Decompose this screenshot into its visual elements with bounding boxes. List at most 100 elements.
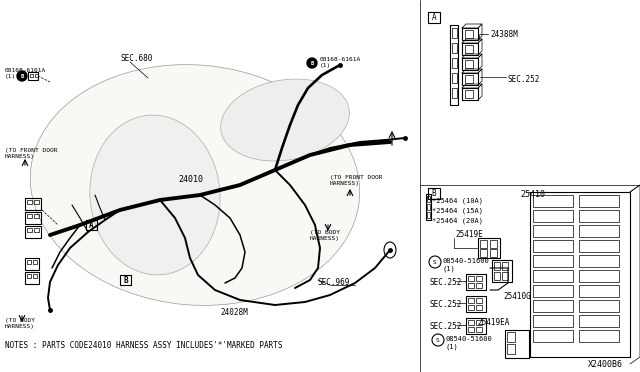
Text: SEC.252: SEC.252 <box>430 300 462 309</box>
Text: A: A <box>89 221 94 230</box>
Bar <box>533 255 573 267</box>
Text: 08168-6161A
(1): 08168-6161A (1) <box>320 57 361 68</box>
Bar <box>468 327 474 332</box>
Text: (TO BODY
HARNESS): (TO BODY HARNESS) <box>5 318 35 329</box>
Bar <box>480 240 487 248</box>
Bar <box>476 327 482 332</box>
Text: 25419EA: 25419EA <box>477 318 509 327</box>
Bar <box>466 274 486 290</box>
Bar <box>462 88 478 100</box>
Text: SEC.252: SEC.252 <box>430 278 462 287</box>
Bar <box>27 200 32 204</box>
Text: SEC.252: SEC.252 <box>508 75 540 84</box>
Bar <box>452 28 457 38</box>
Ellipse shape <box>221 79 349 161</box>
Text: A: A <box>432 13 436 22</box>
Bar <box>533 210 573 222</box>
Text: 25410: 25410 <box>520 190 545 199</box>
Text: 25410G: 25410G <box>503 292 531 301</box>
Bar <box>30 74 33 77</box>
Bar <box>466 318 486 334</box>
Bar <box>579 210 619 222</box>
Bar <box>25 272 39 284</box>
Bar <box>452 88 457 98</box>
Bar <box>579 270 619 282</box>
Text: *25464 (10A): *25464 (10A) <box>432 197 483 203</box>
Bar <box>465 30 473 38</box>
Bar <box>452 58 457 68</box>
Bar <box>533 315 573 327</box>
Bar <box>462 43 478 55</box>
Bar <box>34 228 39 232</box>
Bar <box>507 344 515 354</box>
Bar <box>468 276 474 281</box>
Text: SEC.252: SEC.252 <box>430 322 462 331</box>
Bar <box>468 298 474 303</box>
Bar <box>533 195 573 207</box>
Bar <box>533 285 573 297</box>
Bar <box>466 296 486 312</box>
Bar <box>35 74 38 77</box>
Circle shape <box>17 71 27 81</box>
Text: (TO FRONT DOOR
HARNESS): (TO FRONT DOOR HARNESS) <box>330 175 383 186</box>
Bar <box>468 305 474 310</box>
Text: *25464 (15A): *25464 (15A) <box>432 207 483 214</box>
Text: B: B <box>432 189 436 198</box>
Bar <box>34 200 39 204</box>
Text: SEC.969: SEC.969 <box>318 278 350 287</box>
Text: B: B <box>123 276 128 285</box>
Bar <box>533 300 573 312</box>
Bar <box>27 214 32 218</box>
Bar <box>428 188 440 199</box>
Text: NOTES : PARTS CODE24010 HARNESS ASSY INCLUDES'*'MARKED PARTS: NOTES : PARTS CODE24010 HARNESS ASSY INC… <box>5 341 282 350</box>
Bar <box>480 249 487 257</box>
Bar <box>579 240 619 252</box>
Bar <box>478 238 500 258</box>
Bar <box>579 195 619 207</box>
Text: 24388M: 24388M <box>490 30 518 39</box>
Bar <box>25 212 41 224</box>
Bar <box>533 240 573 252</box>
Text: 08540-51600
(1): 08540-51600 (1) <box>443 258 490 272</box>
Bar <box>579 225 619 237</box>
Text: 24028M: 24028M <box>220 308 248 317</box>
Bar <box>502 272 508 280</box>
Bar <box>505 330 529 358</box>
Bar <box>465 90 473 98</box>
Text: S: S <box>436 337 440 343</box>
Bar <box>579 300 619 312</box>
Bar <box>450 25 458 105</box>
Bar <box>579 285 619 297</box>
Bar <box>490 240 497 248</box>
Bar <box>502 262 508 270</box>
Bar <box>427 196 430 202</box>
Bar <box>494 262 500 270</box>
Bar <box>476 305 482 310</box>
Bar <box>34 214 39 218</box>
Bar <box>25 226 41 238</box>
Bar <box>33 274 37 278</box>
Bar <box>25 258 39 270</box>
Bar <box>494 272 500 280</box>
Text: *25464 (20A): *25464 (20A) <box>432 217 483 224</box>
Bar <box>579 255 619 267</box>
Bar <box>462 73 478 85</box>
Text: B: B <box>310 61 314 65</box>
Bar <box>27 274 31 278</box>
Text: 08168-6161A
(1): 08168-6161A (1) <box>5 68 46 79</box>
Bar <box>533 225 573 237</box>
Bar <box>476 283 482 288</box>
Bar <box>530 192 630 357</box>
Text: B: B <box>20 74 24 78</box>
Bar <box>452 73 457 83</box>
Bar <box>428 12 440 23</box>
Text: SEC.680: SEC.680 <box>120 54 152 63</box>
Bar <box>86 220 97 230</box>
Text: (TO FRONT DOOR
HARNESS): (TO FRONT DOOR HARNESS) <box>5 148 58 159</box>
Text: 08540-51600
(1): 08540-51600 (1) <box>446 336 493 350</box>
Bar <box>492 260 512 282</box>
Bar <box>468 320 474 325</box>
Bar <box>507 332 515 342</box>
Bar <box>468 283 474 288</box>
Bar <box>426 194 431 220</box>
